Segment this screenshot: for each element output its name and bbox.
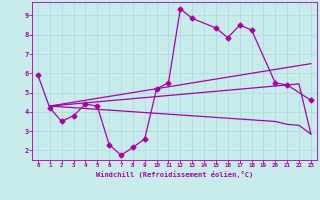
X-axis label: Windchill (Refroidissement éolien,°C): Windchill (Refroidissement éolien,°C) xyxy=(96,171,253,178)
